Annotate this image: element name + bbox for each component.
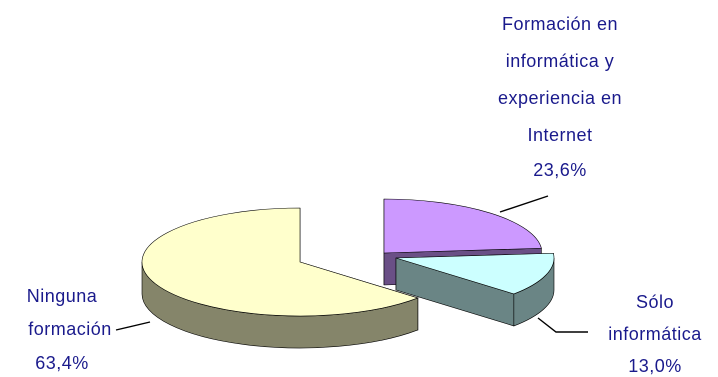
slice-label-solo-informatica: Sólo informática 13,0% [608, 292, 702, 376]
leader-line-ninguna-formacion [115, 321, 151, 331]
slice-label-line: Internet [527, 125, 592, 145]
leader-lines [115, 195, 588, 333]
slice-label-line: formación [28, 319, 112, 339]
pie-slice [141, 207, 419, 349]
slice-label-line: informática y [506, 51, 615, 71]
slice-label-line: Ninguna [27, 286, 98, 306]
pie-slice-top [141, 207, 419, 317]
leader-line-solo-informatica [537, 317, 588, 333]
slice-label-formacion-informatica-internet: Formación en informática y experiencia e… [498, 14, 622, 180]
pie-slices [141, 198, 555, 349]
leader-line-formacion [499, 195, 549, 213]
slice-label-line: informática [608, 324, 702, 344]
slice-percent-label: 63,4% [35, 353, 89, 373]
slice-label-line: experiencia en [498, 88, 622, 108]
pie-slice-top [383, 198, 542, 254]
pie-slice-top [395, 252, 555, 295]
slice-percent-label: 13,0% [628, 356, 682, 376]
slice-label-line: Sólo [636, 292, 674, 312]
slice-percent-label: 23,6% [533, 160, 587, 180]
slice-label-line: Formación en [502, 14, 618, 34]
slice-label-ninguna-formacion: Ninguna formación 63,4% [27, 286, 112, 373]
pie-slice [395, 252, 555, 327]
